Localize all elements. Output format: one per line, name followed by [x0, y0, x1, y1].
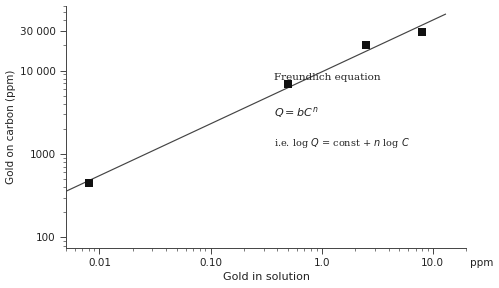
- Point: [284, 82, 292, 87]
- X-axis label: Gold in solution: Gold in solution: [223, 272, 309, 283]
- Text: $Q = bC^n$: $Q = bC^n$: [274, 105, 318, 120]
- Point: [418, 30, 426, 34]
- Point: [362, 43, 370, 48]
- Point: [85, 181, 93, 185]
- Text: Freundlich equation: Freundlich equation: [274, 73, 381, 82]
- Text: ppm: ppm: [470, 257, 494, 268]
- Text: i.e. log $Q$ = const + $n$ log $C$: i.e. log $Q$ = const + $n$ log $C$: [274, 137, 410, 150]
- Y-axis label: Gold on carbon (ppm): Gold on carbon (ppm): [5, 69, 15, 184]
